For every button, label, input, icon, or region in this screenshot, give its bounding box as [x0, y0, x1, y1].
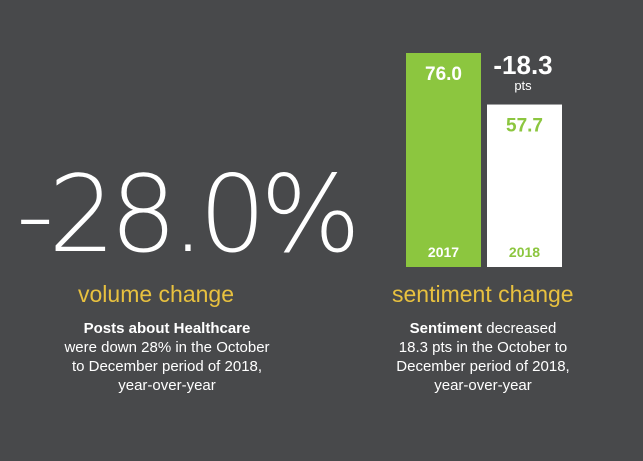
volume-caption-line-1: were down 28% in the October	[64, 339, 270, 356]
volume-caption-line-2: to December period of 2018,	[71, 358, 263, 375]
volume-caption-line-3: year-over-year	[118, 377, 216, 394]
bar-category-label-2017: 2017	[428, 244, 459, 260]
sentiment-delta-value: -18.3	[493, 50, 552, 80]
sentiment-delta-unit: pts	[514, 78, 532, 93]
volume-caption-bold: Posts about Healthcare	[83, 320, 251, 337]
sentiment-caption-line-1: 18.3 pts in the October to	[398, 339, 568, 356]
volume-change-label: volume change	[78, 281, 234, 307]
volume-caption: Posts about Healthcare were down 28% in …	[27, 319, 307, 395]
bar-category-label-2018: 2018	[509, 244, 540, 260]
bar-value-label-2018: 57.7	[506, 116, 543, 137]
sentiment-caption: Sentiment decreased 18.3 pts in the Octo…	[343, 319, 623, 395]
bar-2017	[406, 53, 481, 267]
bar-2018	[487, 104, 562, 267]
sentiment-caption-line-2: December period of 2018,	[396, 358, 570, 375]
sentiment-change-label: sentiment change	[392, 281, 574, 307]
volume-change-value: -28.0%	[16, 153, 361, 276]
sentiment-caption-line-3: year-over-year	[434, 377, 532, 394]
sentiment-caption-line-0: Sentiment decreased	[409, 320, 557, 337]
bar-value-label-2017: 76.0	[425, 64, 462, 85]
